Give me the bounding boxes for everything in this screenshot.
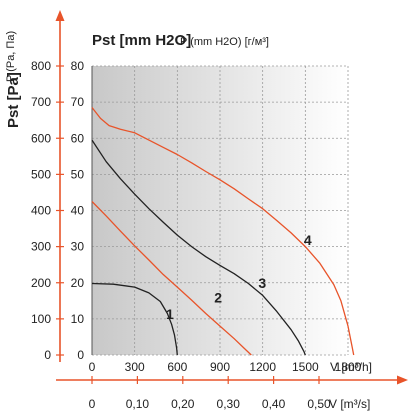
y-tick-mmh2o: 80 [71,59,85,73]
x-axis-arrow [397,375,408,385]
curve-4 [91,107,355,356]
curve-2 [91,201,252,356]
performance-curves [91,107,355,356]
x-tick-m3s: 0 [89,397,96,411]
x-tick-m3s: 0,40 [262,397,286,411]
y-tick-pa: 400 [31,204,51,218]
curve-label-2: 2 [214,290,222,306]
y-tick-pa: 700 [31,95,51,109]
x-tick-m3h: 300 [125,360,145,374]
curve-label-1: 1 [166,306,174,322]
x-tick-m3h: 1500 [292,360,319,374]
x-tick-m3s: 0,20 [171,397,195,411]
y-tick-mmh2o: 40 [71,204,85,218]
left-axis-title: Pst [Pa] [5,72,22,128]
y-tick-mmh2o: 50 [71,167,85,181]
x-tick-m3s: 0,50 [307,397,331,411]
curve-labels: 1 2 3 4 [166,232,312,322]
tick-labels: 0100200300400500600700800010203040506070… [31,59,362,411]
x-tick-m3h: 0 [89,360,96,374]
y-tick-mmh2o: 70 [71,95,85,109]
x-tick-m3h: 600 [167,360,187,374]
p-mmh2o-title: P (mm H2O) [г/м³] [180,36,269,48]
pst-mmh2o-title: Pst [mm H2O] [92,32,191,49]
y-tick-pa: 300 [31,240,51,254]
x-tick-m3h: 1200 [249,360,276,374]
curve-label-4: 4 [304,232,312,248]
x-tick-m3s: 0,30 [217,397,241,411]
y-tick-mmh2o: 30 [71,240,85,254]
y-axis-arrow [55,10,65,21]
x-tick-m3s: 0,10 [126,397,150,411]
x-unit-m3h: V [m³/h] [330,360,372,374]
y-tick-mmh2o: 60 [71,131,85,145]
y-tick-pa: 100 [31,312,51,326]
curve-1 [91,282,178,356]
x-tick-m3h: 900 [210,360,230,374]
y-tick-mmh2o: 0 [77,348,84,362]
y-tick-pa: 600 [31,131,51,145]
y-tick-pa: 0 [44,348,51,362]
curve-3 [91,139,306,356]
x-unit-m3s: V [m³/s] [329,397,370,411]
y-tick-pa: 500 [31,167,51,181]
y-tick-mmh2o: 20 [71,276,85,290]
y-tick-pa: 200 [31,276,51,290]
y-tick-mmh2o: 10 [71,312,85,326]
y-tick-pa: 800 [31,59,51,73]
curve-label-3: 3 [258,275,266,291]
left-axis-subtitle: P (Pa, Па) [5,31,17,82]
x-tick-m3h: 1800 [335,360,362,374]
